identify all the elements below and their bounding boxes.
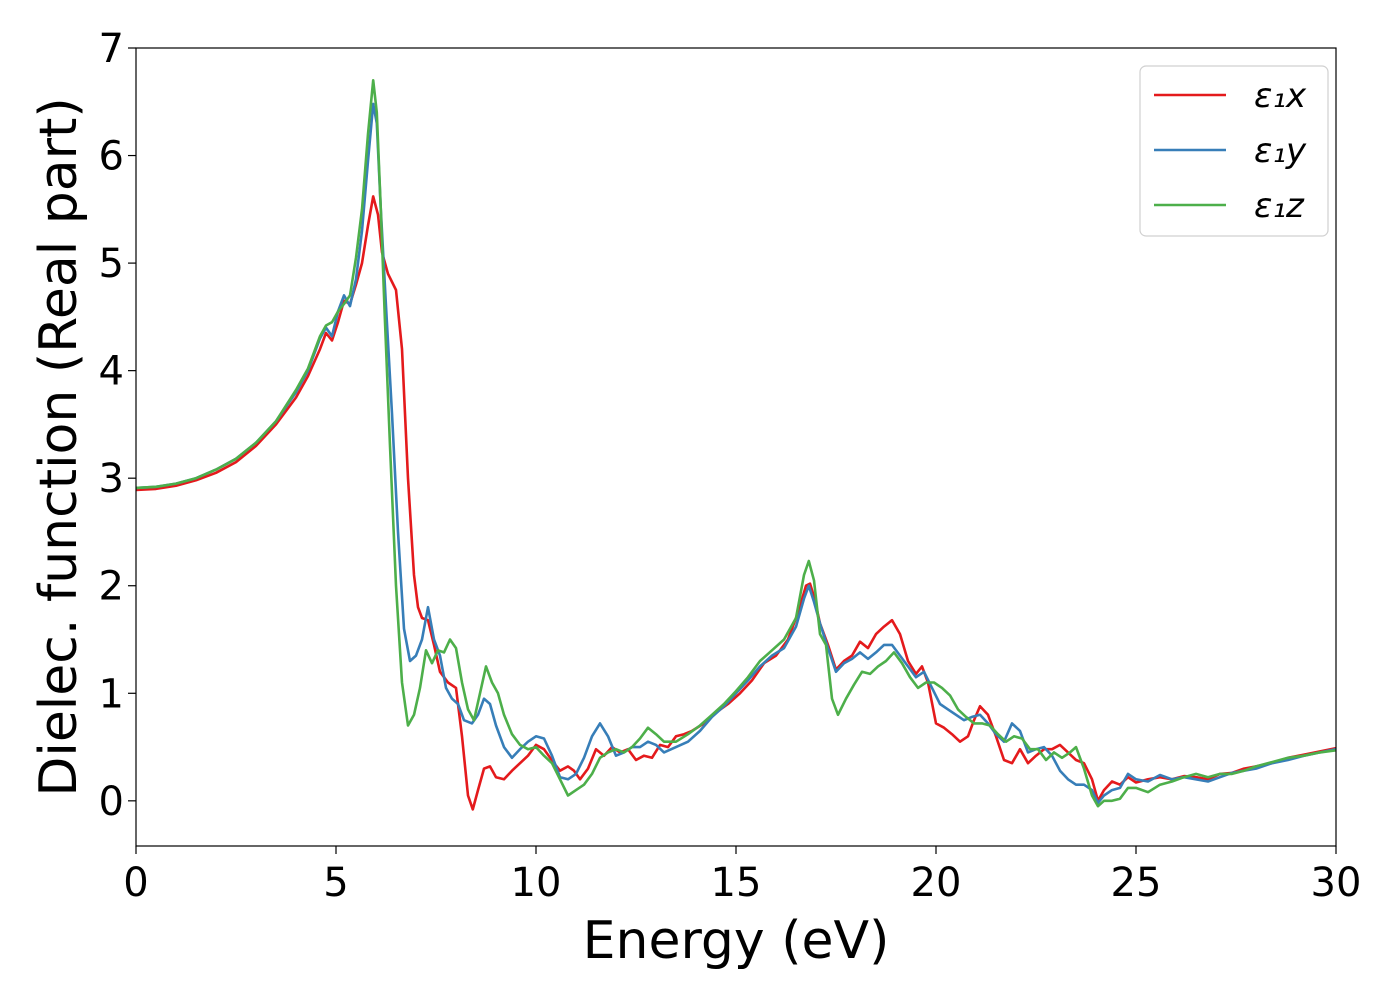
x-axis: 0 5 10 15 20 25 30: [123, 846, 1361, 906]
y-axis: 0 1 2 3 4 5 6 7: [99, 26, 136, 825]
x-axis-label: Energy (eV): [583, 911, 890, 971]
y-tick-label: 5: [99, 241, 124, 287]
x-tick-label: 25: [1111, 860, 1162, 906]
series-layer: [136, 79, 1336, 811]
y-tick-label: 4: [99, 349, 124, 395]
y-tick-label: 6: [99, 134, 124, 180]
x-tick-label: 20: [911, 860, 962, 906]
series-line-0: [136, 195, 1336, 811]
y-tick-label: 0: [99, 779, 124, 825]
x-tick-label: 10: [511, 860, 562, 906]
x-tick-label: 5: [323, 860, 348, 906]
legend-label-2: ε₁z: [1254, 186, 1305, 226]
legend-label-0: ε₁x: [1254, 76, 1307, 116]
y-axis-label: Dielec. function (Real part): [29, 97, 89, 796]
y-tick-label: 1: [99, 671, 124, 717]
y-tick-label: 3: [99, 456, 124, 502]
series-line-2: [136, 79, 1336, 808]
legend-label-1: ε₁y: [1254, 131, 1307, 171]
x-tick-label: 30: [1311, 860, 1362, 906]
x-tick-label: 0: [123, 860, 148, 906]
legend: ε₁x ε₁y ε₁z: [1139, 65, 1329, 237]
y-tick-label: 7: [99, 26, 124, 72]
x-tick-label: 15: [711, 860, 762, 906]
series-line-1: [136, 102, 1336, 805]
legend-box: [1139, 65, 1329, 237]
y-tick-label: 2: [99, 564, 124, 610]
